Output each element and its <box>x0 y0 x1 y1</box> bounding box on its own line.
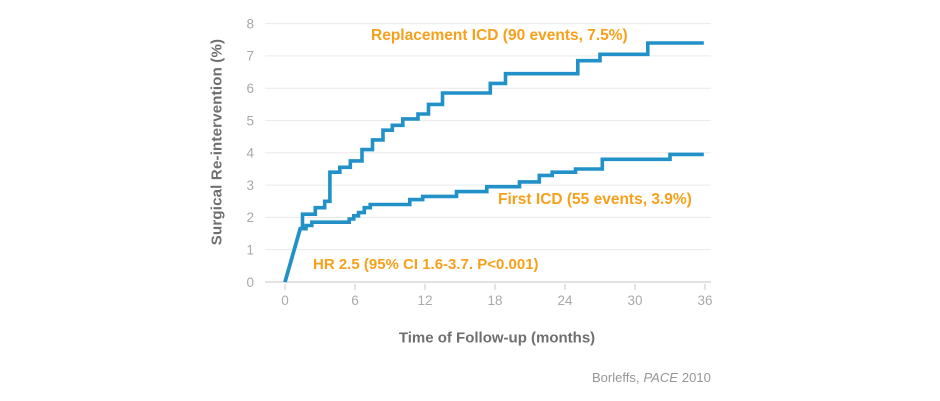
y-tick-label: 1 <box>246 243 254 258</box>
x-tick-label: 30 <box>627 293 642 308</box>
citation-author: Borleffs, <box>592 370 640 385</box>
y-axis-title: Surgical Re-intervention (%) <box>208 38 226 246</box>
x-tick-label: 12 <box>417 293 432 308</box>
y-tick-label: 5 <box>246 113 254 128</box>
x-tick-label: 6 <box>351 293 359 308</box>
first-icd-series-label: First ICD (55 events, 3.9%) <box>498 191 692 208</box>
series-curve-first-icd <box>283 152 704 283</box>
y-tick-label: 7 <box>246 49 254 64</box>
citation-journal: PACE <box>643 370 678 385</box>
hazard-ratio-annotation: HR 2.5 (95% CI 1.6-3.7. P<0.001) <box>313 256 539 273</box>
x-tick-label: 18 <box>487 293 502 308</box>
x-tick-label: 36 <box>697 293 712 308</box>
y-tick-label: 0 <box>246 275 254 290</box>
citation-year: 2010 <box>681 370 711 385</box>
x-tick-label: 0 <box>281 293 289 308</box>
y-tick-label: 2 <box>246 210 254 225</box>
y-tick-label: 6 <box>246 81 254 96</box>
x-tick-label: 24 <box>557 293 573 308</box>
citation: Borleffs, PACE 2010 <box>592 370 711 385</box>
y-tick-label: 4 <box>246 146 254 161</box>
replacement-icd-series-label: Replacement ICD (90 events, 7.5%) <box>371 27 628 44</box>
y-tick-label: 3 <box>246 178 254 193</box>
x-axis-title: Time of Follow-up (months) <box>398 329 596 347</box>
series-curve-replacement-icd <box>283 41 704 283</box>
y-tick-label: 8 <box>246 16 254 31</box>
